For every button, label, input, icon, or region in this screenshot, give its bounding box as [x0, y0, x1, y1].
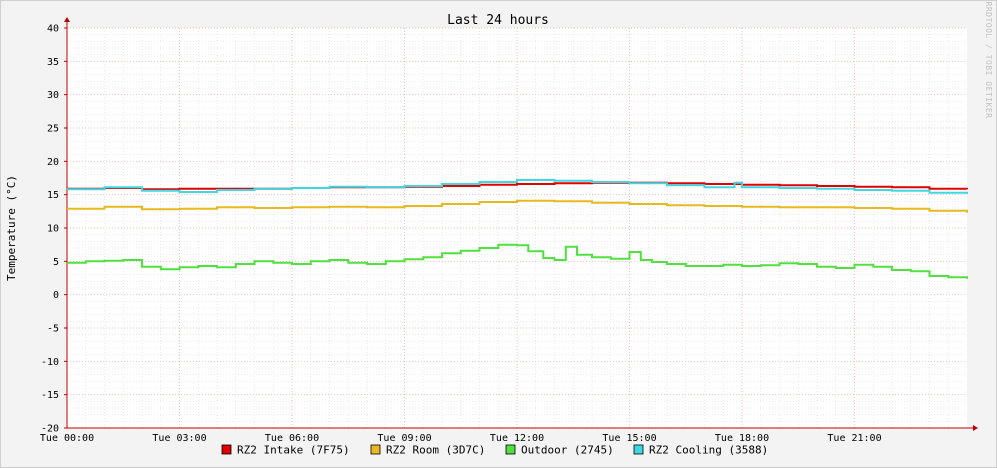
- legend-label: Outdoor (2745): [521, 444, 614, 457]
- x-tick-label: Tue 06:00: [265, 433, 319, 444]
- series-line-3: [67, 243, 968, 279]
- x-tick-label: Tue 00:00: [40, 433, 94, 444]
- legend-swatch: [221, 444, 232, 455]
- legend-label: RZ2 Room (3D7C): [386, 444, 485, 457]
- y-tick-label: 40: [47, 24, 59, 35]
- y-axis-arrow: [64, 17, 70, 22]
- x-axis-arrow: [973, 425, 978, 431]
- y-tick-label: -10: [41, 357, 59, 368]
- y-tick-label: 30: [47, 90, 59, 101]
- y-tick-label: 35: [47, 57, 59, 68]
- x-tick-label: Tue 12:00: [490, 433, 544, 444]
- x-tick-label: Tue 21:00: [827, 433, 881, 444]
- y-tick-label: 0: [53, 290, 59, 301]
- y-tick-label: -20: [41, 424, 59, 435]
- series-line-2: [67, 199, 968, 213]
- chart-title: Last 24 hours: [447, 13, 549, 28]
- series-line-1: [67, 181, 968, 191]
- y-tick-label: -15: [41, 390, 59, 401]
- x-tick-label: Tue 15:00: [602, 433, 656, 444]
- y-tick-label: 15: [47, 190, 59, 201]
- x-tick-label: Tue 18:00: [715, 433, 769, 444]
- y-axis-label: Temperature (°C): [5, 175, 18, 281]
- y-tick-label: 5: [53, 257, 59, 268]
- y-tick-label: 10: [47, 224, 59, 235]
- legend: RZ2 Intake (7F75) RZ2 Room (3D7C) Outdoor …: [221, 444, 768, 457]
- y-tick-label: 25: [47, 124, 59, 135]
- x-tick-label: Tue 03:00: [152, 433, 206, 444]
- legend-swatch: [633, 444, 644, 455]
- series-line-4: [67, 179, 968, 194]
- legend-swatch: [505, 444, 516, 455]
- y-tick-label: -5: [47, 324, 59, 335]
- y-tick-label: 20: [47, 157, 59, 168]
- legend-label: RZ2 Cooling (3588): [649, 444, 768, 457]
- x-tick-label: Tue 09:00: [377, 433, 431, 444]
- legend-label: RZ2 Intake (7F75): [237, 444, 350, 457]
- rrdtool-watermark: RRDTOOL / TOBI OETIKER: [984, 2, 993, 119]
- legend-swatch: [370, 444, 381, 455]
